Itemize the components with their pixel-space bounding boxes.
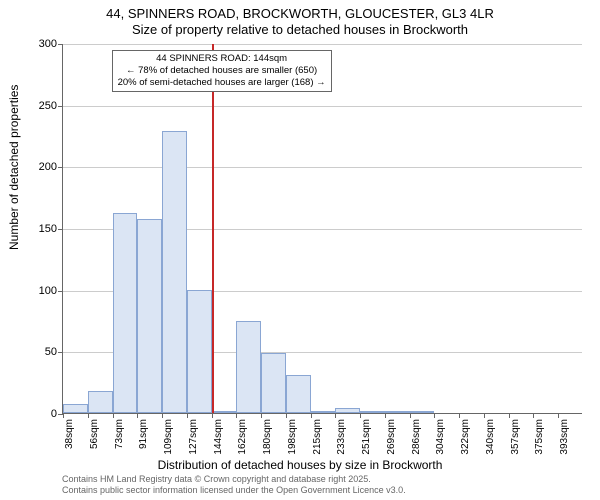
xtick-mark bbox=[187, 413, 188, 418]
xtick-mark bbox=[212, 413, 213, 418]
xtick-mark bbox=[459, 413, 460, 418]
histogram-bar bbox=[311, 411, 336, 413]
xtick-mark bbox=[360, 413, 361, 418]
histogram-bar bbox=[113, 213, 138, 413]
chart-title-block: 44, SPINNERS ROAD, BROCKWORTH, GLOUCESTE… bbox=[0, 0, 600, 39]
histogram-bar bbox=[385, 411, 410, 413]
footnote: Contains HM Land Registry data © Crown c… bbox=[62, 474, 406, 496]
xtick-label: 233sqm bbox=[336, 419, 347, 455]
xtick-label: 375sqm bbox=[534, 419, 545, 455]
xtick-mark bbox=[88, 413, 89, 418]
xtick-mark bbox=[509, 413, 510, 418]
xtick-label: 269sqm bbox=[386, 419, 397, 455]
title-line2: Size of property relative to detached ho… bbox=[0, 22, 600, 38]
ytick-label: 150 bbox=[39, 223, 63, 235]
gridline bbox=[63, 106, 582, 107]
xtick-label: 162sqm bbox=[237, 419, 248, 455]
xtick-mark bbox=[410, 413, 411, 418]
xtick-mark bbox=[113, 413, 114, 418]
histogram-bar bbox=[63, 404, 88, 413]
histogram-bar bbox=[212, 411, 237, 413]
annotation-line2: ← 78% of detached houses are smaller (65… bbox=[118, 65, 326, 77]
histogram-bar bbox=[236, 321, 261, 414]
ytick-label: 0 bbox=[51, 408, 63, 420]
y-axis-label: Number of detached properties bbox=[7, 85, 21, 250]
xtick-label: 322sqm bbox=[460, 419, 471, 455]
histogram-bar bbox=[261, 353, 286, 413]
xtick-label: 127sqm bbox=[188, 419, 199, 455]
histogram-bar bbox=[137, 219, 162, 413]
xtick-mark bbox=[484, 413, 485, 418]
xtick-mark bbox=[335, 413, 336, 418]
xtick-label: 215sqm bbox=[312, 419, 323, 455]
x-axis-label: Distribution of detached houses by size … bbox=[0, 458, 600, 472]
xtick-label: 180sqm bbox=[262, 419, 273, 455]
footnote-line1: Contains HM Land Registry data © Crown c… bbox=[62, 474, 406, 485]
xtick-label: 304sqm bbox=[435, 419, 446, 455]
plot-area: 05010015020025030038sqm56sqm73sqm91sqm10… bbox=[62, 44, 582, 414]
histogram-bar bbox=[286, 375, 311, 413]
footnote-line2: Contains public sector information licen… bbox=[62, 485, 406, 496]
xtick-mark bbox=[236, 413, 237, 418]
ytick-label: 200 bbox=[39, 161, 63, 173]
gridline bbox=[63, 167, 582, 168]
ytick-label: 250 bbox=[39, 100, 63, 112]
chart-container: 44, SPINNERS ROAD, BROCKWORTH, GLOUCESTE… bbox=[0, 0, 600, 500]
xtick-mark bbox=[162, 413, 163, 418]
histogram-bar bbox=[360, 411, 385, 413]
xtick-label: 357sqm bbox=[510, 419, 521, 455]
xtick-label: 91sqm bbox=[138, 419, 149, 449]
ytick-label: 50 bbox=[45, 346, 63, 358]
xtick-mark bbox=[311, 413, 312, 418]
xtick-label: 198sqm bbox=[287, 419, 298, 455]
annotation-line3: 20% of semi-detached houses are larger (… bbox=[118, 77, 326, 89]
ytick-label: 300 bbox=[39, 38, 63, 50]
title-line1: 44, SPINNERS ROAD, BROCKWORTH, GLOUCESTE… bbox=[0, 6, 600, 22]
xtick-mark bbox=[533, 413, 534, 418]
xtick-label: 38sqm bbox=[64, 419, 75, 449]
xtick-label: 286sqm bbox=[411, 419, 422, 455]
histogram-bar bbox=[88, 391, 113, 413]
xtick-mark bbox=[261, 413, 262, 418]
xtick-mark bbox=[286, 413, 287, 418]
xtick-mark bbox=[63, 413, 64, 418]
reference-vline bbox=[212, 44, 214, 413]
histogram-bar bbox=[187, 290, 212, 413]
histogram-bar bbox=[162, 131, 187, 413]
xtick-label: 73sqm bbox=[114, 419, 125, 449]
histogram-bar bbox=[335, 408, 360, 413]
xtick-mark bbox=[558, 413, 559, 418]
xtick-label: 251sqm bbox=[361, 419, 372, 455]
xtick-label: 109sqm bbox=[163, 419, 174, 455]
ytick-label: 100 bbox=[39, 285, 63, 297]
xtick-mark bbox=[385, 413, 386, 418]
gridline bbox=[63, 44, 582, 45]
xtick-label: 340sqm bbox=[485, 419, 496, 455]
annotation-box: 44 SPINNERS ROAD: 144sqm ← 78% of detach… bbox=[112, 50, 332, 92]
xtick-label: 144sqm bbox=[213, 419, 224, 455]
xtick-label: 56sqm bbox=[89, 419, 100, 449]
xtick-mark bbox=[434, 413, 435, 418]
xtick-mark bbox=[137, 413, 138, 418]
annotation-line1: 44 SPINNERS ROAD: 144sqm bbox=[118, 53, 326, 65]
xtick-label: 393sqm bbox=[559, 419, 570, 455]
histogram-bar bbox=[410, 411, 435, 413]
